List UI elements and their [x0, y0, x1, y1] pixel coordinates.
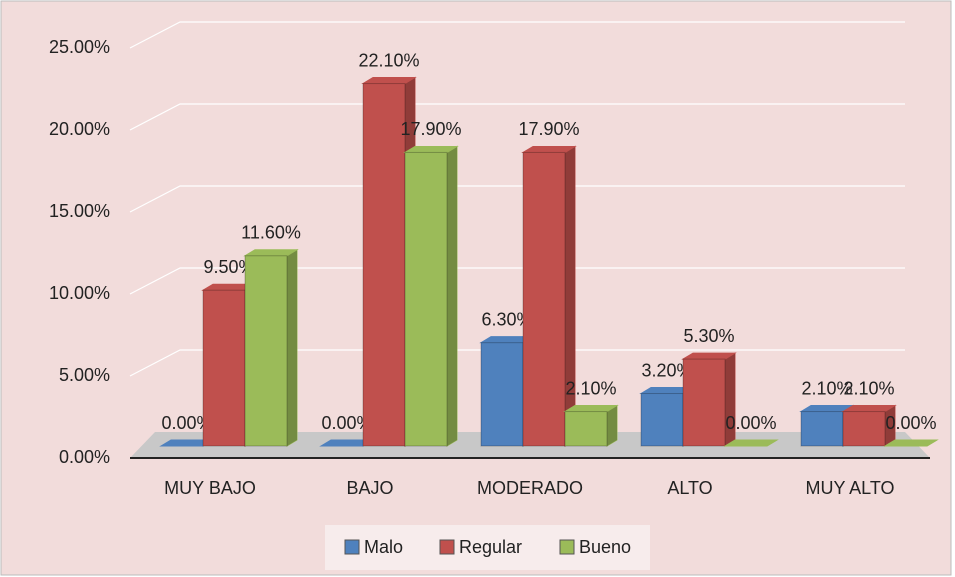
- x-tick-label: MUY ALTO: [805, 478, 894, 498]
- value-label: 2.10%: [801, 378, 852, 398]
- y-tick-label: 15.00%: [49, 201, 110, 221]
- bar: [640, 393, 684, 447]
- legend-box: [325, 525, 650, 570]
- value-label: 0.00%: [161, 413, 212, 433]
- bar: [842, 411, 886, 447]
- legend-swatch: [559, 539, 575, 555]
- y-tick-label: 5.00%: [59, 365, 110, 385]
- bar-top: [563, 405, 619, 413]
- value-label: 2.10%: [843, 378, 894, 398]
- y-tick-label: 10.00%: [49, 283, 110, 303]
- bar: [522, 151, 566, 447]
- legend-label: Malo: [364, 537, 403, 557]
- bar-side-shade: [447, 146, 457, 446]
- value-label: 0.00%: [885, 413, 936, 433]
- bar-top: [403, 145, 459, 153]
- legend-label: Regular: [459, 537, 522, 557]
- bar-side-shade: [607, 405, 617, 446]
- value-label: 22.10%: [358, 50, 419, 70]
- bar: [244, 255, 288, 447]
- bar: [480, 342, 524, 447]
- y-tick-label: 20.00%: [49, 119, 110, 139]
- grid-line: [129, 185, 905, 213]
- value-label: 17.90%: [400, 119, 461, 139]
- grid-line: [129, 21, 905, 49]
- value-label: 2.10%: [565, 378, 616, 398]
- value-label: 5.30%: [683, 326, 734, 346]
- bar: [800, 411, 844, 447]
- x-tick-label: MODERADO: [477, 478, 583, 498]
- bar: [682, 358, 726, 447]
- legend-label: Bueno: [579, 537, 631, 557]
- value-label: 17.90%: [518, 119, 579, 139]
- y-tick-label: 0.00%: [59, 447, 110, 467]
- bar-side-shade: [565, 146, 575, 446]
- value-label: 3.20%: [641, 360, 692, 380]
- value-label: 0.00%: [321, 413, 372, 433]
- value-label: 6.30%: [481, 309, 532, 329]
- bar-side-shade: [885, 405, 895, 446]
- x-tick-label: MUY BAJO: [164, 478, 256, 498]
- bar-top: [521, 145, 577, 153]
- legend-swatch: [344, 539, 360, 555]
- grid-line: [129, 267, 905, 295]
- value-label: 9.50%: [203, 257, 254, 277]
- bar-top: [883, 439, 939, 447]
- bar: [564, 411, 608, 447]
- bar-top: [723, 439, 779, 447]
- value-label: 11.60%: [241, 223, 301, 243]
- bar: [202, 289, 246, 447]
- y-tick-label: 25.00%: [49, 37, 110, 57]
- bar: [404, 151, 448, 447]
- grid-line: [129, 103, 905, 131]
- bar-top: [681, 352, 737, 360]
- x-tick-label: ALTO: [667, 478, 712, 498]
- bar-top: [361, 77, 417, 85]
- bar-top: [841, 405, 897, 413]
- legend-swatch: [439, 539, 455, 555]
- grid-line: [129, 349, 905, 377]
- bar-top: [243, 249, 299, 257]
- value-label: 0.00%: [725, 413, 776, 433]
- bar: [362, 83, 406, 447]
- bar-side-shade: [287, 249, 297, 446]
- x-tick-label: BAJO: [346, 478, 393, 498]
- bar-side-shade: [725, 353, 735, 446]
